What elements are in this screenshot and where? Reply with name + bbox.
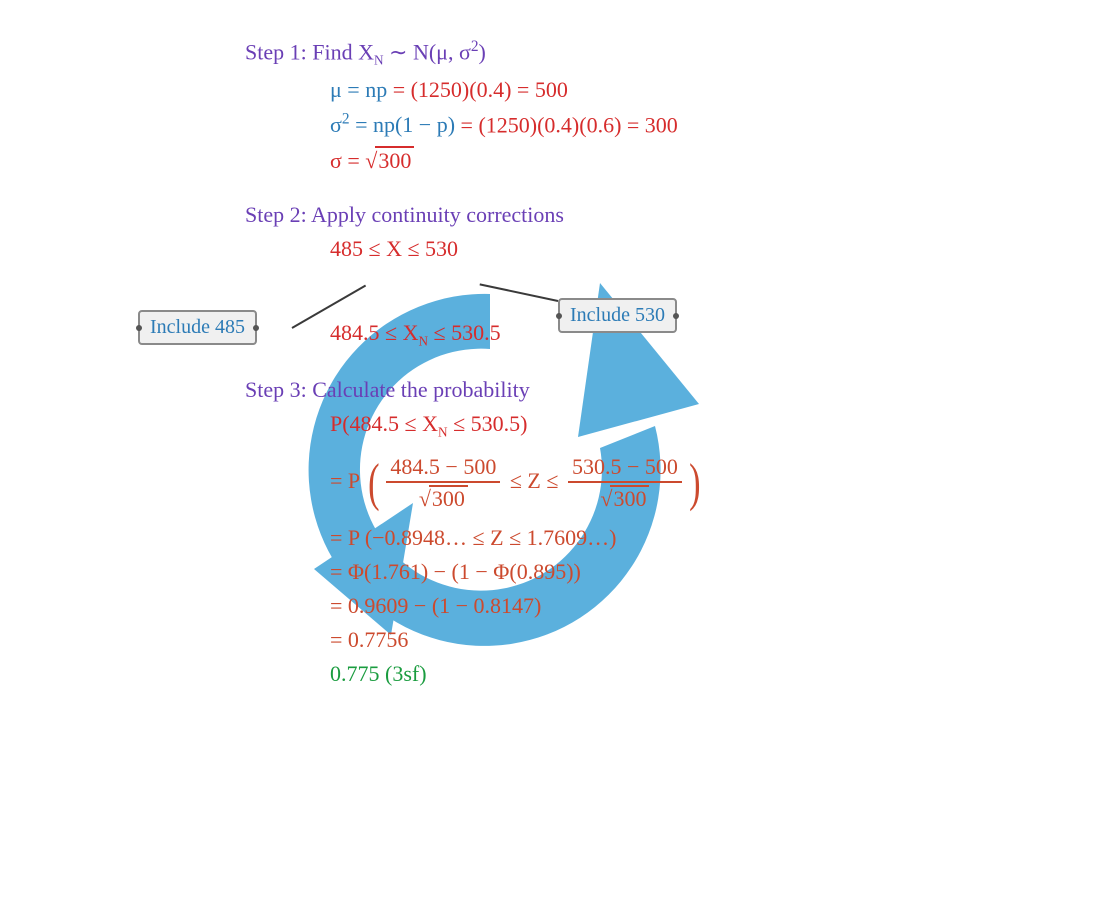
callout-include-530: Include 530 (558, 298, 677, 333)
step1-mu: μ = np = (1250)(0.4) = 500 (245, 77, 965, 103)
step3-l3: = P (−0.8948… ≤ Z ≤ 1.7609…) (245, 525, 965, 551)
step3-l4: = Φ(1.761) − (1 − Φ(0.895)) (245, 559, 965, 585)
callout-right-text: Include 530 (570, 304, 665, 326)
step2-ineq1: 485 ≤ X ≤ 530 (245, 236, 965, 262)
step2-title: Step 2: Apply continuity corrections (245, 202, 965, 228)
callout-left-text: Include 485 (150, 316, 245, 338)
step3-title: Step 3: Calculate the probability (245, 377, 965, 403)
step3-l6: = 0.7756 (245, 627, 965, 653)
step3-l5: = 0.9609 − (1 − 0.8147) (245, 593, 965, 619)
step1-sigma-sq: σ2 = np(1 − p) = (1250)(0.4)(0.6) = 300 (245, 111, 965, 138)
step3-zfrac: = P ( 484.5 − 500 300 ≤ Z ≤ 530.5 − 500 … (245, 455, 965, 511)
step3-l1: P(484.5 ≤ XN ≤ 530.5) (245, 411, 965, 440)
step1-sigma: σ = 300 (245, 146, 965, 174)
step3-answer: 0.775 (3sf) (245, 661, 965, 687)
worked-solution: Step 1: Find XN ∼ N(μ, σ2) μ = np = (125… (245, 30, 965, 695)
callout-include-485: Include 485 (138, 310, 257, 345)
step1-title: Step 1: Find XN ∼ N(μ, σ2) (245, 38, 965, 69)
